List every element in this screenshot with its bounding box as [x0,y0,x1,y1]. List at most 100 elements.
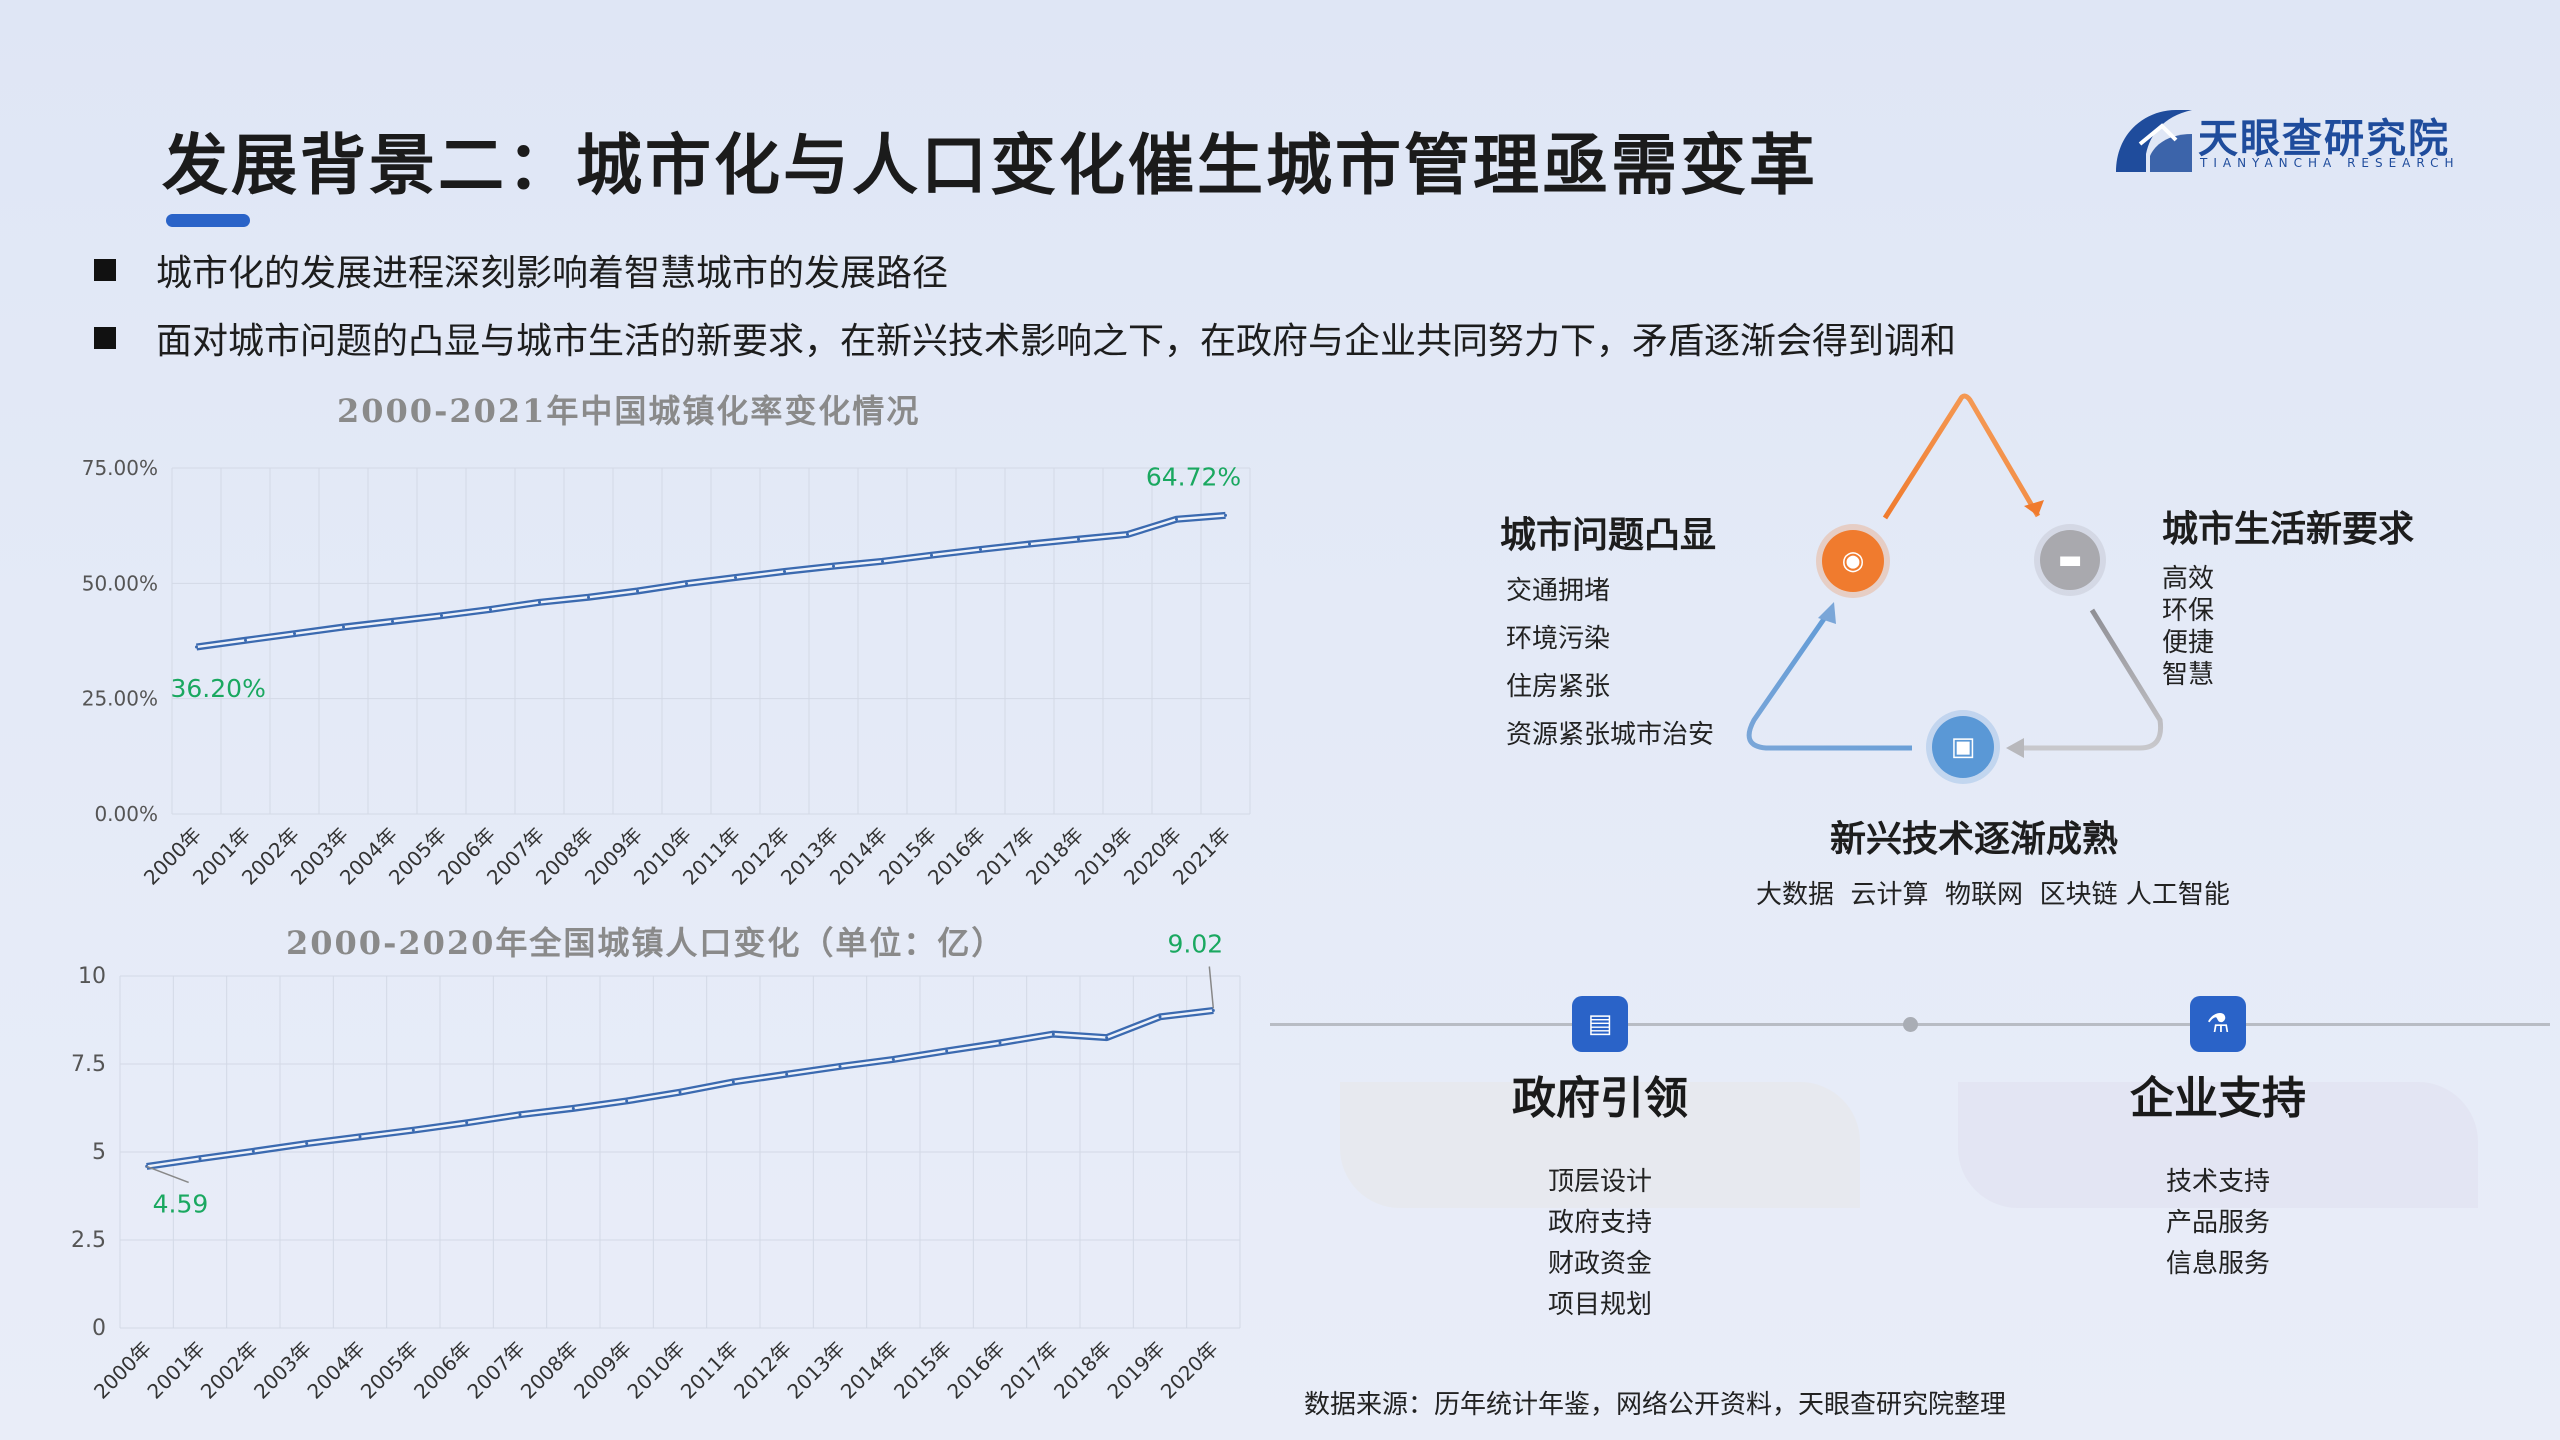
y-tick-label: 0.00% [94,802,158,826]
x-tick-label: 2010年 [622,1337,689,1404]
printer-icon: ▣ [1932,716,1994,778]
bullet-1: 城市化的发展进程深刻影响着智慧城市的发展路径 [94,244,948,296]
data-label: 64.72% [1146,462,1241,491]
data-point [678,1090,682,1094]
panel-item: 技术支持 [2165,1167,2270,1197]
bullet-square-icon [94,327,116,349]
data-point [587,595,590,599]
panel-item: 财政资金 [1547,1249,1652,1279]
y-tick-label: 2.5 [71,1228,106,1253]
tianyancha-logo-icon [2116,110,2192,172]
data-point [636,589,639,593]
panel-item: 顶层设计 [1547,1167,1652,1197]
target-icon: ◉ [1822,530,1884,592]
left-node-item: 环境污染 [1506,624,1611,654]
data-point [518,1113,522,1117]
logo-subtitle: TIANYANCHA RESEARCH [2200,156,2460,170]
right-node-item: 便捷 [2162,628,2215,658]
x-tick-label: 2007年 [462,1337,529,1404]
data-point [195,645,198,649]
panel-item: 项目规划 [1547,1290,1652,1320]
data-point [1051,1032,1055,1036]
chart2-title: 2000-2020年全国城镇人口变化（单位：亿） [286,924,1006,962]
left-node-item: 交通拥堵 [1506,576,1611,606]
data-point [832,564,835,568]
right-node-item: 高效 [2162,564,2215,594]
data-point [998,1041,1002,1045]
data-label: 9.02 [1167,930,1223,958]
x-tick-label: 2015年 [889,1337,956,1404]
document-icon: ▤ [1572,996,1628,1052]
enterprise-panel [1958,1082,2478,1208]
data-point [571,1106,575,1110]
data-point [1211,1008,1215,1012]
data-point [1158,1015,1162,1019]
x-tick-label: 2011年 [676,1337,743,1404]
data-point [685,582,688,586]
data-label: 4.59 [153,1189,209,1218]
y-tick-label: 25.00% [82,687,158,711]
x-tick-label: 2002年 [196,1337,263,1404]
x-tick-label: 2003年 [249,1337,316,1404]
series-line-inner [196,514,1226,649]
panel-item: 产品服务 [2165,1208,2270,1238]
data-point [891,1057,895,1061]
data-point [1126,532,1129,536]
x-tick-label: 2019年 [1102,1337,1169,1404]
x-tick-label: 2004年 [302,1337,369,1404]
enterprise-panel-items: 技术支持 产品服务 信息服务 [1958,1162,2478,1285]
panel-item: 政府支持 [1547,1208,1652,1238]
data-point [785,1072,789,1076]
title-underline [166,214,250,227]
data-point [1224,513,1227,517]
right-node-item: 环保 [2162,596,2215,626]
data-point [465,1121,469,1125]
x-tick-label: 2006年 [409,1337,476,1404]
data-source: 数据来源：历年统计年鉴，网络公开资料，天眼查研究院整理 [1304,1390,2007,1420]
x-tick-label: 2018年 [1049,1337,1116,1404]
data-point [731,1080,735,1084]
x-tick-label: 2000年 [89,1337,156,1404]
data-point [244,638,247,642]
bullet-1-text: 城市化的发展进程深刻影响着智慧城市的发展路径 [156,253,949,294]
x-tick-label: 2014年 [836,1337,903,1404]
urban-population-chart: 0 2.5 5 7.5 10 2000年2001年2002年2003年2004年2005年… [71,930,1241,1404]
y-tick-label: 10 [78,964,106,989]
data-point [358,1135,362,1139]
data-point [251,1149,255,1153]
x-tick-label: 2009年 [569,1337,636,1404]
right-node-item: 智慧 [2162,660,2215,690]
x-tick-label: 2013年 [782,1337,849,1404]
data-label: 36.20% [171,674,266,703]
bullet-square-icon [94,259,116,281]
data-point [881,559,884,563]
data-point [538,600,541,604]
flask-icon: ⚗ [2190,996,2246,1052]
government-panel [1340,1082,1860,1208]
data-point [945,1049,949,1053]
data-point [293,632,296,636]
data-point [342,625,345,629]
page-title: 发展背景二：城市化与人口变化催生城市管理亟需变革 [162,126,1818,204]
bottom-node-subtitle: 大数据 云计算 物联网 区块链 人工智能 [1756,880,2230,910]
x-tick-label: 2008年 [516,1337,583,1404]
y-tick-label: 7.5 [71,1052,106,1077]
data-point [625,1099,629,1103]
government-panel-items: 顶层设计 政府支持 财政资金 项目规划 [1340,1162,1860,1326]
cycle-arrows [1746,393,2164,758]
left-node-item: 资源紧张城市治安 [1506,720,1715,750]
data-point [440,614,443,618]
y-tick-label: 75.00% [82,456,158,480]
x-tick-label: 2005年 [356,1337,423,1404]
x-tick-label: 2001年 [142,1337,209,1404]
government-panel-title: 政府引领 [1512,1073,1688,1124]
leader-line [146,1165,189,1184]
data-point [838,1064,842,1068]
panel-item: 信息服务 [2165,1249,2270,1279]
left-node-item: 住房紧张 [1506,672,1611,702]
data-point [391,619,394,623]
left-node-title: 城市问题凸显 [1500,514,1717,556]
leader-line [1208,966,1215,1009]
bullet-2-text: 面对城市问题的凸显与城市生活的新要求，在新兴技术影响之下，在政府与企业共同努力下… [156,321,1957,362]
x-tick-label: 2016年 [942,1337,1009,1404]
